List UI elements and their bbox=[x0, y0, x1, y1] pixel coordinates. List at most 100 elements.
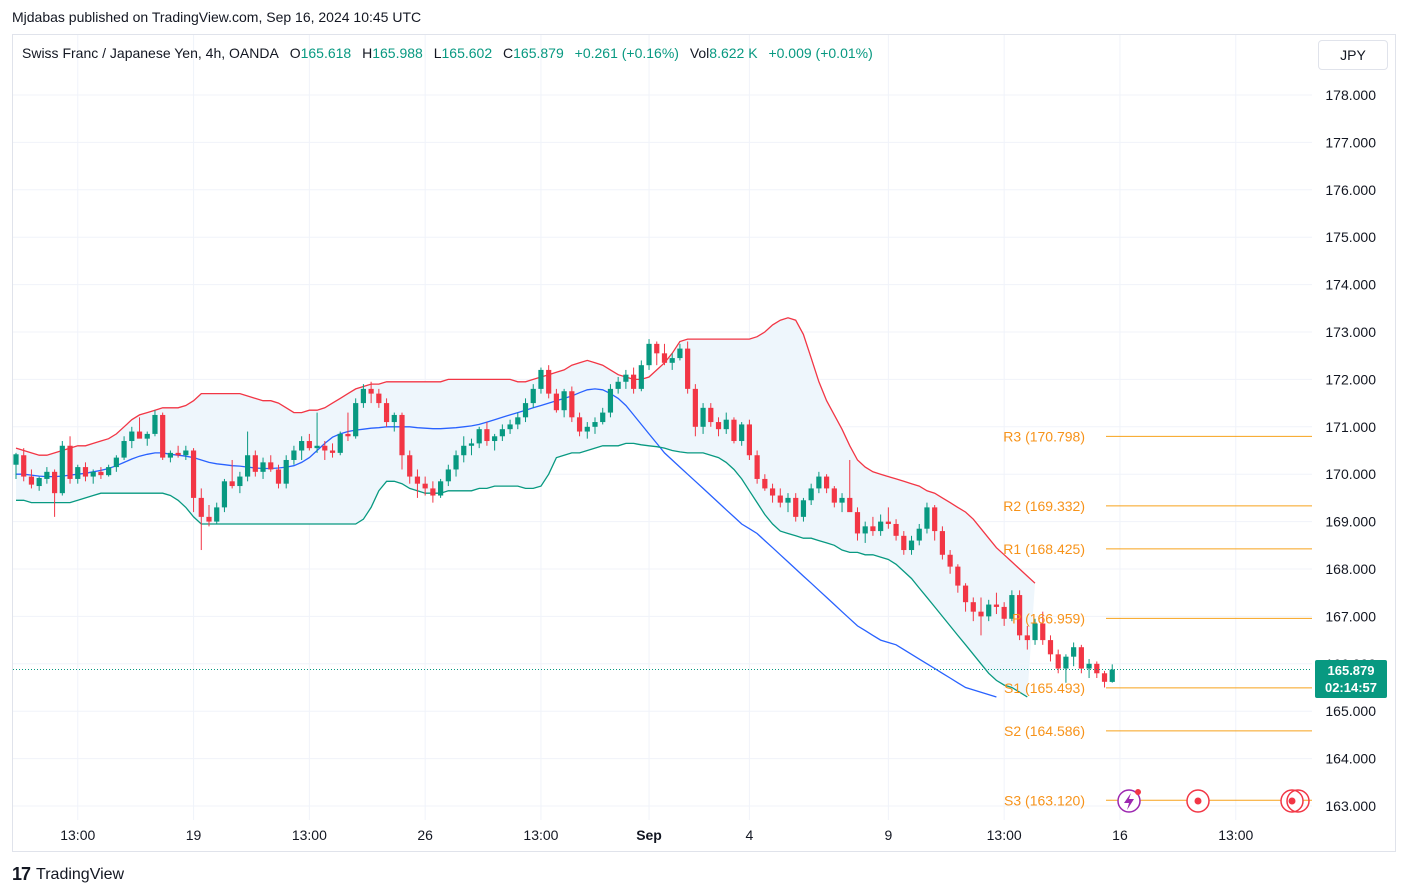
legend-high-label: H bbox=[362, 45, 373, 61]
candle-body bbox=[600, 412, 606, 423]
candle bbox=[136, 417, 143, 439]
candle-body bbox=[337, 433, 343, 453]
candle bbox=[430, 481, 436, 503]
candle bbox=[407, 450, 413, 484]
candle-body bbox=[793, 497, 799, 517]
candle-body bbox=[1024, 635, 1030, 641]
candle-body bbox=[492, 436, 498, 442]
candle bbox=[746, 419, 752, 460]
candle-body bbox=[908, 540, 915, 551]
candle-body bbox=[1063, 656, 1069, 669]
candle bbox=[198, 488, 204, 551]
candle bbox=[993, 592, 1000, 615]
x-axis-tick-label: 13:00 bbox=[1218, 827, 1253, 843]
candle-body bbox=[245, 455, 251, 477]
candle bbox=[893, 519, 899, 541]
candle-body bbox=[962, 585, 969, 603]
candle-body bbox=[808, 488, 814, 501]
candle-body bbox=[167, 452, 173, 458]
candle-body bbox=[214, 507, 220, 522]
candle-body bbox=[190, 450, 197, 498]
candle-body bbox=[1047, 640, 1054, 655]
candle-body bbox=[515, 417, 521, 425]
candle bbox=[260, 457, 266, 479]
pivot-label: S2 (164.586) bbox=[1004, 723, 1085, 739]
candle bbox=[229, 459, 235, 489]
candle bbox=[268, 455, 274, 472]
candle bbox=[700, 403, 706, 434]
candle bbox=[1032, 618, 1038, 645]
candle-body bbox=[1086, 663, 1092, 669]
candle bbox=[947, 550, 953, 574]
candle-body bbox=[631, 374, 637, 389]
candle bbox=[785, 493, 791, 513]
candle bbox=[383, 398, 390, 427]
currency-selector[interactable]: JPY bbox=[1318, 40, 1388, 70]
candle bbox=[685, 341, 691, 394]
candle-body bbox=[1017, 595, 1023, 636]
candle bbox=[291, 445, 297, 465]
candle bbox=[306, 433, 312, 451]
legend-close-label: C bbox=[503, 45, 514, 61]
candle bbox=[623, 369, 629, 389]
candle-body bbox=[762, 478, 768, 489]
candle-body bbox=[592, 422, 598, 427]
candle bbox=[221, 478, 228, 513]
candle-body bbox=[484, 429, 490, 442]
candle bbox=[453, 450, 459, 477]
candle-body bbox=[785, 497, 791, 503]
candle-body bbox=[221, 481, 228, 508]
candle bbox=[1063, 654, 1069, 683]
candle-body bbox=[615, 381, 621, 389]
x-axis-tick-label: 9 bbox=[884, 827, 892, 843]
candle-body bbox=[368, 388, 374, 394]
candle bbox=[769, 483, 776, 503]
candle bbox=[144, 431, 150, 446]
candle-body bbox=[654, 343, 660, 354]
candle-body bbox=[283, 459, 289, 484]
candle-body bbox=[723, 419, 729, 430]
candle bbox=[75, 464, 81, 484]
candle-body bbox=[414, 476, 421, 484]
candle-body bbox=[932, 507, 938, 532]
footer-brand[interactable]: 17 TradingView bbox=[12, 864, 124, 885]
candle-body bbox=[1101, 673, 1108, 682]
candle-body bbox=[646, 343, 652, 366]
candle-body bbox=[1009, 595, 1015, 619]
candle bbox=[515, 412, 521, 430]
x-axis-tick-label: 26 bbox=[417, 827, 433, 843]
candle-body bbox=[530, 388, 536, 404]
candle bbox=[492, 433, 498, 451]
candle bbox=[1086, 659, 1092, 679]
candle-body bbox=[847, 497, 853, 513]
candle-body bbox=[28, 476, 35, 485]
candle bbox=[901, 531, 907, 555]
candle bbox=[816, 471, 822, 494]
candle-body bbox=[715, 422, 722, 430]
candle bbox=[831, 486, 837, 508]
legend-symbol: Swiss Franc / Japanese Yen, 4h, OANDA bbox=[22, 45, 279, 61]
candle bbox=[252, 450, 258, 477]
candle-body bbox=[44, 471, 50, 479]
y-axis-tick-label: 169.000 bbox=[1325, 514, 1376, 530]
candle bbox=[329, 443, 336, 458]
candle bbox=[970, 597, 976, 622]
candle bbox=[1109, 664, 1115, 683]
candle-body bbox=[499, 429, 505, 437]
pivot-label: R2 (169.332) bbox=[1003, 498, 1085, 514]
candle-body bbox=[299, 441, 305, 451]
candle-body bbox=[67, 445, 73, 479]
candle bbox=[1024, 625, 1030, 650]
legend-volume-label: Vol bbox=[689, 45, 710, 61]
candle bbox=[214, 502, 220, 524]
candle bbox=[939, 526, 945, 560]
candle bbox=[1009, 590, 1015, 622]
candle bbox=[90, 469, 96, 484]
candle bbox=[476, 426, 482, 449]
candle-body bbox=[924, 507, 930, 529]
legend-high-value: 165.988 bbox=[372, 45, 423, 61]
candle-body bbox=[476, 429, 482, 444]
candle-body bbox=[638, 365, 644, 389]
candle-body bbox=[106, 467, 112, 476]
